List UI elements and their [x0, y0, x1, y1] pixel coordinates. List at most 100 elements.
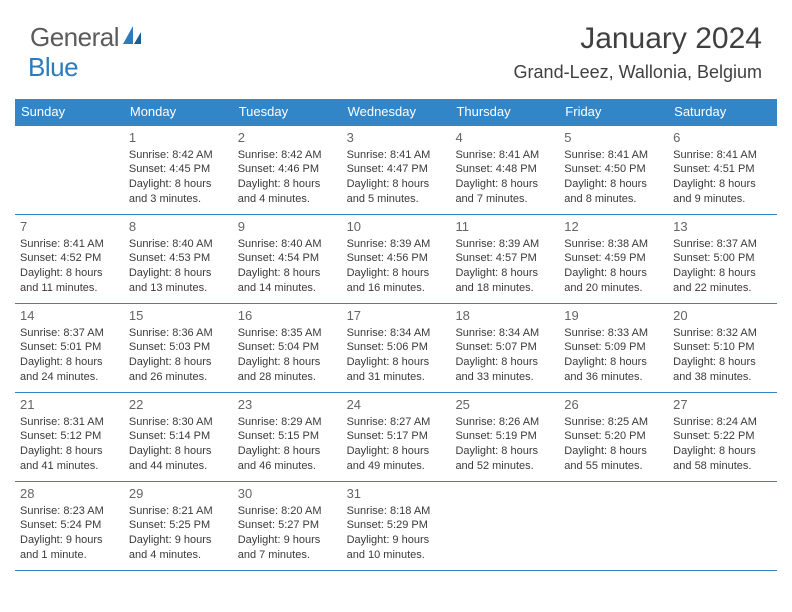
- sunset-text: Sunset: 4:50 PM: [564, 162, 664, 177]
- sunset-text: Sunset: 5:22 PM: [673, 429, 773, 444]
- day-cell: 1Sunrise: 8:42 AMSunset: 4:45 PMDaylight…: [124, 126, 233, 214]
- day-cell: 9Sunrise: 8:40 AMSunset: 4:54 PMDaylight…: [233, 215, 342, 303]
- daylight-text: Daylight: 8 hours and 28 minutes.: [238, 355, 338, 385]
- day-of-week-header: Friday: [559, 99, 668, 125]
- sunset-text: Sunset: 5:15 PM: [238, 429, 338, 444]
- daylight-text: Daylight: 8 hours and 33 minutes.: [455, 355, 555, 385]
- sunset-text: Sunset: 4:59 PM: [564, 251, 664, 266]
- day-number: 11: [455, 218, 555, 236]
- daylight-text: Daylight: 8 hours and 18 minutes.: [455, 266, 555, 296]
- sunset-text: Sunset: 5:24 PM: [20, 518, 120, 533]
- daylight-text: Daylight: 9 hours and 4 minutes.: [129, 533, 229, 563]
- daylight-text: Daylight: 8 hours and 22 minutes.: [673, 266, 773, 296]
- sunrise-text: Sunrise: 8:42 AM: [238, 148, 338, 163]
- day-cell: 26Sunrise: 8:25 AMSunset: 5:20 PMDayligh…: [559, 393, 668, 481]
- day-number: 1: [129, 129, 229, 147]
- day-cell: 24Sunrise: 8:27 AMSunset: 5:17 PMDayligh…: [342, 393, 451, 481]
- day-cell: 3Sunrise: 8:41 AMSunset: 4:47 PMDaylight…: [342, 126, 451, 214]
- sunrise-text: Sunrise: 8:38 AM: [564, 237, 664, 252]
- sunset-text: Sunset: 5:03 PM: [129, 340, 229, 355]
- sunset-text: Sunset: 5:01 PM: [20, 340, 120, 355]
- sunrise-text: Sunrise: 8:26 AM: [455, 415, 555, 430]
- daylight-text: Daylight: 8 hours and 7 minutes.: [455, 177, 555, 207]
- sunset-text: Sunset: 4:51 PM: [673, 162, 773, 177]
- logo: General: [30, 22, 145, 53]
- daylight-text: Daylight: 8 hours and 36 minutes.: [564, 355, 664, 385]
- day-of-week-header: Monday: [124, 99, 233, 125]
- sunrise-text: Sunrise: 8:20 AM: [238, 504, 338, 519]
- day-cell: 6Sunrise: 8:41 AMSunset: 4:51 PMDaylight…: [668, 126, 777, 214]
- sunset-text: Sunset: 4:45 PM: [129, 162, 229, 177]
- day-cell: 12Sunrise: 8:38 AMSunset: 4:59 PMDayligh…: [559, 215, 668, 303]
- sunrise-text: Sunrise: 8:18 AM: [347, 504, 447, 519]
- sunset-text: Sunset: 4:46 PM: [238, 162, 338, 177]
- day-number: 30: [238, 485, 338, 503]
- sunset-text: Sunset: 4:52 PM: [20, 251, 120, 266]
- day-number: 29: [129, 485, 229, 503]
- day-cell: 2Sunrise: 8:42 AMSunset: 4:46 PMDaylight…: [233, 126, 342, 214]
- day-cell: 15Sunrise: 8:36 AMSunset: 5:03 PMDayligh…: [124, 304, 233, 392]
- sunrise-text: Sunrise: 8:23 AM: [20, 504, 120, 519]
- logo-text-blue: Blue: [28, 52, 78, 82]
- day-cell: 30Sunrise: 8:20 AMSunset: 5:27 PMDayligh…: [233, 482, 342, 570]
- sunset-text: Sunset: 5:04 PM: [238, 340, 338, 355]
- sunrise-text: Sunrise: 8:31 AM: [20, 415, 120, 430]
- day-number: 20: [673, 307, 773, 325]
- day-number: 14: [20, 307, 120, 325]
- sunset-text: Sunset: 5:09 PM: [564, 340, 664, 355]
- day-of-week-header: Wednesday: [342, 99, 451, 125]
- day-number: 27: [673, 396, 773, 414]
- day-cell: 21Sunrise: 8:31 AMSunset: 5:12 PMDayligh…: [15, 393, 124, 481]
- daylight-text: Daylight: 8 hours and 52 minutes.: [455, 444, 555, 474]
- sunrise-text: Sunrise: 8:29 AM: [238, 415, 338, 430]
- day-number: 18: [455, 307, 555, 325]
- daylight-text: Daylight: 8 hours and 20 minutes.: [564, 266, 664, 296]
- day-number: 9: [238, 218, 338, 236]
- daylight-text: Daylight: 8 hours and 3 minutes.: [129, 177, 229, 207]
- day-cell: 13Sunrise: 8:37 AMSunset: 5:00 PMDayligh…: [668, 215, 777, 303]
- sunrise-text: Sunrise: 8:42 AM: [129, 148, 229, 163]
- daylight-text: Daylight: 8 hours and 4 minutes.: [238, 177, 338, 207]
- week-row: 14Sunrise: 8:37 AMSunset: 5:01 PMDayligh…: [15, 303, 777, 392]
- calendar: SundayMondayTuesdayWednesdayThursdayFrid…: [15, 99, 777, 571]
- day-number: 4: [455, 129, 555, 147]
- sunset-text: Sunset: 5:29 PM: [347, 518, 447, 533]
- day-cell: 10Sunrise: 8:39 AMSunset: 4:56 PMDayligh…: [342, 215, 451, 303]
- day-cell: 22Sunrise: 8:30 AMSunset: 5:14 PMDayligh…: [124, 393, 233, 481]
- day-cell: [559, 482, 668, 570]
- daylight-text: Daylight: 8 hours and 31 minutes.: [347, 355, 447, 385]
- sunrise-text: Sunrise: 8:40 AM: [129, 237, 229, 252]
- day-number: 16: [238, 307, 338, 325]
- weeks-container: 1Sunrise: 8:42 AMSunset: 4:45 PMDaylight…: [15, 125, 777, 571]
- daylight-text: Daylight: 9 hours and 7 minutes.: [238, 533, 338, 563]
- day-cell: [15, 126, 124, 214]
- day-number: 22: [129, 396, 229, 414]
- sunset-text: Sunset: 4:48 PM: [455, 162, 555, 177]
- sunset-text: Sunset: 4:54 PM: [238, 251, 338, 266]
- sunset-text: Sunset: 5:19 PM: [455, 429, 555, 444]
- day-cell: 16Sunrise: 8:35 AMSunset: 5:04 PMDayligh…: [233, 304, 342, 392]
- daylight-text: Daylight: 8 hours and 41 minutes.: [20, 444, 120, 474]
- sunset-text: Sunset: 5:07 PM: [455, 340, 555, 355]
- day-cell: 29Sunrise: 8:21 AMSunset: 5:25 PMDayligh…: [124, 482, 233, 570]
- sunset-text: Sunset: 5:00 PM: [673, 251, 773, 266]
- daylight-text: Daylight: 8 hours and 24 minutes.: [20, 355, 120, 385]
- sunrise-text: Sunrise: 8:32 AM: [673, 326, 773, 341]
- sunset-text: Sunset: 4:57 PM: [455, 251, 555, 266]
- daylight-text: Daylight: 8 hours and 8 minutes.: [564, 177, 664, 207]
- sunrise-text: Sunrise: 8:36 AM: [129, 326, 229, 341]
- sunset-text: Sunset: 4:56 PM: [347, 251, 447, 266]
- day-cell: 28Sunrise: 8:23 AMSunset: 5:24 PMDayligh…: [15, 482, 124, 570]
- title-block: January 2024 Grand-Leez, Wallonia, Belgi…: [514, 22, 762, 83]
- daylight-text: Daylight: 8 hours and 13 minutes.: [129, 266, 229, 296]
- day-number: 21: [20, 396, 120, 414]
- day-cell: 5Sunrise: 8:41 AMSunset: 4:50 PMDaylight…: [559, 126, 668, 214]
- sunset-text: Sunset: 4:47 PM: [347, 162, 447, 177]
- day-of-week-header: Thursday: [450, 99, 559, 125]
- day-cell: [450, 482, 559, 570]
- day-number: 28: [20, 485, 120, 503]
- day-number: 17: [347, 307, 447, 325]
- daylight-text: Daylight: 8 hours and 49 minutes.: [347, 444, 447, 474]
- daylight-text: Daylight: 9 hours and 1 minute.: [20, 533, 120, 563]
- day-number: 15: [129, 307, 229, 325]
